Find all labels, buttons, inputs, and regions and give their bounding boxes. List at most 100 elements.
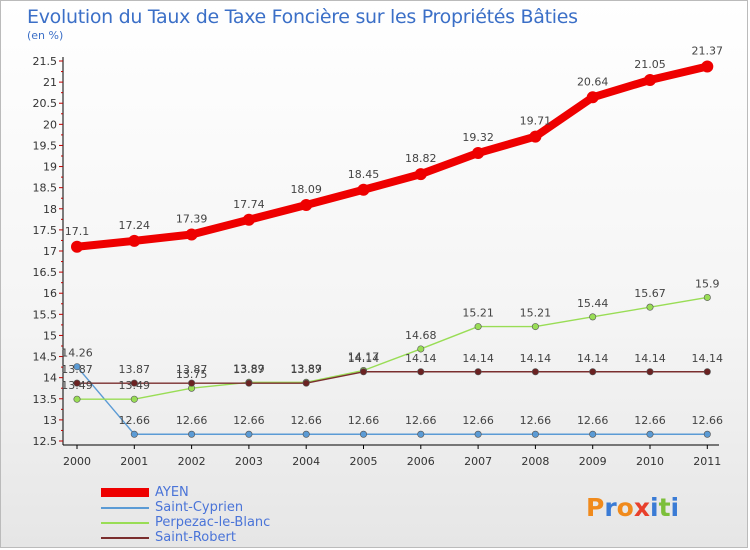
- series-line: [76, 296, 708, 400]
- legend-item: Saint-Robert: [101, 530, 270, 545]
- data-label: 15.44: [577, 297, 609, 310]
- legend: AYEN Saint-Cyprien Perpezac-le-Blanc Saint-…: [101, 485, 270, 545]
- y-tick-label: 16: [43, 287, 57, 300]
- chart-title: Evolution du Taux de Taxe Foncière sur l…: [27, 6, 578, 28]
- data-point: [357, 183, 370, 196]
- y-tick-label: 16.5: [33, 266, 58, 279]
- y-tick-label: 14: [43, 372, 57, 385]
- x-tick-label: 2009: [579, 455, 607, 468]
- x-tick-label: 2006: [407, 455, 435, 468]
- data-label: 19.32: [462, 131, 494, 144]
- logo-letter: o: [616, 493, 634, 522]
- data-point: [73, 363, 81, 371]
- data-point: [130, 379, 138, 387]
- data-point: [589, 313, 597, 321]
- data-point: [472, 147, 485, 160]
- data-label: 12.66: [176, 414, 208, 427]
- proxiti-logo: Proxiti: [586, 493, 679, 522]
- data-point: [644, 74, 656, 86]
- x-tick-label: 2004: [292, 455, 320, 468]
- logo-letter: x: [633, 493, 650, 522]
- data-point: [188, 430, 196, 438]
- legend-label: Saint-Cyprien: [155, 500, 244, 515]
- data-label: 21.37: [692, 44, 724, 57]
- data-point: [589, 430, 597, 438]
- legend-item: AYEN: [101, 485, 270, 500]
- data-label: 15.9: [695, 277, 720, 290]
- y-tick-label: 12.5: [33, 435, 58, 448]
- data-label: 14.68: [405, 329, 437, 342]
- data-label: 14.17: [348, 350, 380, 363]
- data-label: 12.66: [119, 414, 151, 427]
- data-point: [474, 368, 482, 376]
- legend-swatch: [101, 506, 149, 509]
- data-label: 19.71: [520, 115, 552, 128]
- data-label: 12.66: [577, 414, 609, 427]
- y-tick-label: 19: [43, 161, 57, 174]
- data-point: [359, 430, 367, 438]
- data-point: [359, 368, 367, 376]
- legend-label: Perpezac-le-Blanc: [155, 515, 271, 530]
- data-label: 13.49: [61, 379, 93, 392]
- data-label: 12.66: [520, 414, 552, 427]
- data-label: 12.66: [348, 414, 380, 427]
- data-label: 13.87: [233, 363, 265, 376]
- y-tick-label: 20: [43, 118, 57, 131]
- data-point: [245, 430, 253, 438]
- data-point: [185, 228, 198, 241]
- x-tick-label: 2005: [350, 455, 378, 468]
- data-point: [646, 368, 654, 376]
- data-label: 13.89: [233, 362, 265, 375]
- logo-letter: P: [586, 493, 605, 522]
- data-label: 14.14: [634, 352, 666, 365]
- y-tick-label: 14.5: [33, 351, 58, 364]
- legend-label: Saint-Robert: [155, 530, 236, 545]
- axes: 12.5 13 13.5 14 14.5 15 15.5 16 16.5 17 17.5 18 18.5…: [33, 55, 722, 468]
- data-point: [71, 240, 83, 253]
- x-tick-label: 2000: [63, 455, 91, 468]
- data-labels: 17.1 17.24 17.39 17.74 18.09 18.45 18.82 19.32 1…: [61, 44, 723, 427]
- x-tick-label: 2007: [464, 455, 492, 468]
- data-label: 12.66: [233, 414, 265, 427]
- data-label: 12.66: [462, 414, 494, 427]
- y-tick-label: 21: [43, 76, 57, 89]
- data-label: 13.49: [119, 379, 151, 392]
- logo-letter: i: [650, 493, 659, 522]
- data-label: 20.64: [577, 75, 609, 88]
- data-point: [417, 430, 425, 438]
- data-point: [128, 234, 141, 247]
- data-label: 14.14: [577, 352, 609, 365]
- data-point: [302, 379, 310, 387]
- data-label: 14.14: [692, 352, 724, 365]
- data-point: [703, 368, 711, 376]
- data-point: [586, 91, 599, 104]
- y-tick-label: 15.5: [33, 308, 58, 321]
- data-label: 15.21: [462, 307, 494, 320]
- data-label: 14.14: [405, 352, 437, 365]
- y-tick-label: 18: [43, 203, 57, 216]
- y-tick-label: 19.5: [33, 139, 58, 152]
- x-tick-label: 2003: [235, 455, 263, 468]
- data-label: 12.66: [692, 414, 724, 427]
- data-point: [474, 323, 482, 331]
- chart-unit-label: (en %): [27, 29, 64, 42]
- data-point: [531, 368, 539, 376]
- y-tick-label: 18.5: [33, 182, 58, 195]
- series-line: [73, 62, 712, 251]
- y-tick-label: 13.5: [33, 393, 58, 406]
- logo-letter: r: [604, 493, 617, 522]
- legend-item: Perpezac-le-Blanc: [101, 515, 270, 530]
- y-tick-label: 17.5: [33, 224, 58, 237]
- data-label: 13.87: [61, 363, 93, 376]
- data-label: 17.39: [176, 213, 208, 226]
- data-label: 13.87: [290, 363, 322, 376]
- data-label: 18.45: [348, 168, 380, 181]
- y-tick-label: 13: [43, 414, 57, 427]
- data-label: 18.09: [290, 183, 322, 196]
- data-label: 17.1: [65, 225, 90, 238]
- data-point: [130, 395, 138, 403]
- data-point: [245, 379, 253, 387]
- data-label: 14.26: [61, 347, 93, 360]
